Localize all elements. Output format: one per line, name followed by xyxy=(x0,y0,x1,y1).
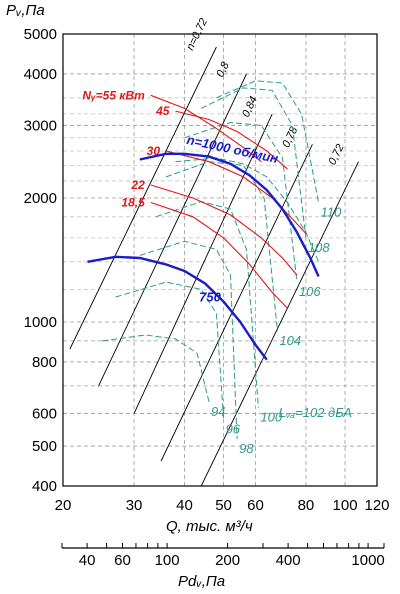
x-axis-ticks: 20 30 40 50 60 80 100 120 xyxy=(55,497,390,514)
power-curve xyxy=(150,184,298,276)
x-tick-label: 30 xyxy=(126,497,143,514)
secondary-axis-ticks: 40 60 100 200 400 1000 xyxy=(61,543,385,569)
power-label: Nᵧ=55 кВт xyxy=(82,88,145,102)
efficiency-label: 0,78 xyxy=(280,124,300,149)
noise-label: 110 xyxy=(321,205,342,220)
x-axis-label: Q, тыс. м³/ч xyxy=(166,518,253,535)
y-tick-label: 4000 xyxy=(24,66,57,83)
efficiency-line xyxy=(133,113,273,414)
power-curve xyxy=(175,110,288,170)
noise-curve xyxy=(200,87,307,238)
noise-curve xyxy=(165,161,278,332)
x-tick-label: 40 xyxy=(176,497,193,514)
efficiency-line xyxy=(200,161,359,487)
noise-curve xyxy=(139,240,238,440)
secondary-tick-label: 400 xyxy=(276,552,301,569)
power-label: 30 xyxy=(147,144,161,158)
secondary-axis-label: Pdᵥ,Па xyxy=(178,573,225,590)
plot-frame xyxy=(62,33,378,487)
y-tick-label: 800 xyxy=(32,354,57,371)
secondary-tick-label: 60 xyxy=(114,552,131,569)
noise-curve xyxy=(102,334,210,403)
power-label: 18,5 xyxy=(121,196,145,210)
speed-curve xyxy=(139,152,320,277)
secondary-tick-label: 100 xyxy=(155,552,180,569)
secondary-tick-label: 1000 xyxy=(351,552,384,569)
noise-curve xyxy=(155,201,259,408)
noise-label: 98 xyxy=(239,441,254,456)
noise-label: 104 xyxy=(279,333,301,348)
noise-label: 96 xyxy=(226,422,241,437)
y-tick-label: 2000 xyxy=(24,190,57,207)
efficiency-label: 0,8 xyxy=(214,59,232,79)
efficiency-line xyxy=(69,46,217,350)
x-tick-label: 80 xyxy=(298,497,315,514)
power-curve xyxy=(150,94,262,163)
efficiency-line xyxy=(98,73,247,387)
secondary-tick-label: 200 xyxy=(215,552,240,569)
efficiency-label: 0,72 xyxy=(326,142,346,167)
efficiency-label: 0,84 xyxy=(240,95,260,119)
grid xyxy=(63,34,377,486)
y-axis-label: Pᵥ,Па xyxy=(6,2,45,19)
secondary-tick-label: 40 xyxy=(79,552,96,569)
y-tick-label: 400 xyxy=(32,478,57,495)
noise-label: 100 xyxy=(260,410,282,425)
x-tick-label: 120 xyxy=(364,497,389,514)
y-tick-label: 500 xyxy=(32,438,57,455)
power-label: 22 xyxy=(130,178,145,192)
y-tick-label: 1000 xyxy=(24,314,57,331)
speed-curve xyxy=(87,255,268,361)
noise-label: 108 xyxy=(308,240,330,255)
noise-label: 106 xyxy=(299,284,321,299)
speed-label: 750 xyxy=(199,290,221,305)
noise-label: 94 xyxy=(211,404,225,419)
speed-label: n=1000 об/мин xyxy=(185,132,279,166)
y-tick-label: 3000 xyxy=(24,117,57,134)
power-curve xyxy=(165,150,307,234)
x-tick-label: 60 xyxy=(247,497,264,514)
y-axis-ticks: 400 500 600 800 1000 2000 3000 4000 5000 xyxy=(24,26,57,495)
noise-curve xyxy=(216,80,320,203)
power-curve xyxy=(150,201,288,309)
y-tick-label: 5000 xyxy=(24,26,57,43)
x-tick-label: 20 xyxy=(55,497,72,514)
power-curves: Nᵧ=55 кВт 45 30 22 18,5 xyxy=(82,88,307,309)
power-label: 45 xyxy=(155,104,170,118)
noise-label: Lᵥₐ=102 дБА xyxy=(279,405,352,420)
x-tick-label: 100 xyxy=(333,497,358,514)
y-tick-label: 600 xyxy=(32,405,57,422)
x-tick-label: 50 xyxy=(215,497,232,514)
